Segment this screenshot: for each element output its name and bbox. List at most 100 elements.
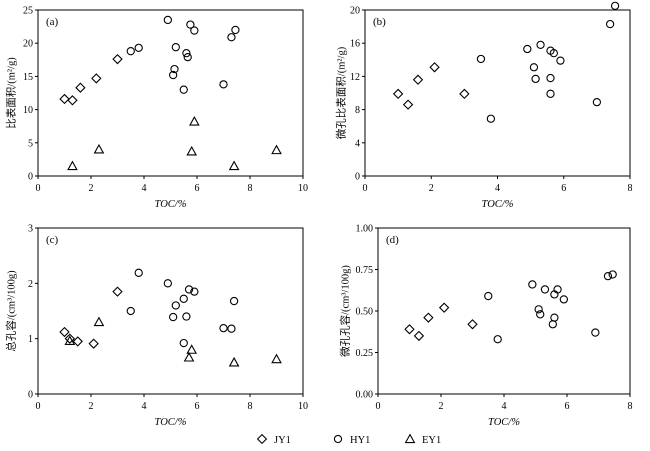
y-axis-label: 比表面积/(m²/g)	[4, 57, 17, 129]
point-jy1	[72, 336, 83, 347]
point-hy1	[182, 312, 191, 321]
point-jy1	[423, 312, 434, 323]
point-ey1	[64, 335, 76, 345]
point-ey1	[271, 144, 282, 155]
y-tick-label: 2	[28, 279, 33, 290]
point-hy1	[229, 296, 239, 306]
series-hy1	[476, 1, 620, 123]
legend-item-hy1: HY1	[333, 434, 370, 446]
x-tick-label: 0	[36, 401, 41, 412]
x-tick-label: 8	[248, 183, 253, 194]
legend: JY1 HY1 EY1	[256, 433, 441, 446]
legend-diamond-marker	[256, 433, 268, 445]
series-jy1	[59, 286, 123, 349]
y-tick-label: 0.50	[356, 307, 374, 318]
point-hy1	[608, 270, 617, 279]
plot-frame	[377, 227, 631, 395]
y-tick-label: 15	[23, 72, 33, 83]
point-ey1	[183, 351, 195, 362]
point-jy1	[404, 324, 415, 335]
point-jy1	[88, 338, 99, 349]
point-hy1	[610, 1, 620, 10]
point-hy1	[179, 294, 188, 303]
point-jy1	[67, 95, 78, 106]
point-ey1	[186, 145, 198, 156]
point-hy1	[163, 15, 172, 25]
series-jy1	[59, 53, 123, 106]
panel-label: (a)	[46, 16, 59, 28]
point-hy1	[134, 268, 143, 277]
y-tick-label: 5	[28, 138, 33, 149]
x-tick-label: 4	[142, 183, 147, 194]
y-tick-label: 12	[350, 72, 360, 83]
point-hy1	[186, 20, 195, 29]
series-hy1	[126, 268, 239, 348]
plot-frame	[364, 9, 631, 177]
x-tick-label: 6	[195, 401, 200, 412]
x-axis-label: TOC/%	[155, 199, 187, 210]
legend-label: EY1	[422, 435, 441, 446]
y-tick-label: 20	[350, 6, 360, 17]
point-hy1	[484, 291, 493, 301]
point-hy1	[476, 54, 486, 64]
point-hy1	[168, 70, 178, 80]
point-hy1	[219, 80, 228, 89]
y-tick-label: 1	[28, 334, 33, 345]
y-tick-label: 0.75	[356, 265, 374, 276]
series-ey1	[64, 316, 282, 367]
point-hy1	[591, 328, 600, 337]
legend-circle-marker	[333, 434, 343, 444]
y-tick-label: 1.00	[356, 224, 374, 235]
y-tick-label: 0.25	[356, 348, 374, 359]
point-ey1	[189, 116, 200, 126]
x-tick-label: 10	[298, 401, 308, 412]
point-hy1	[182, 49, 191, 58]
plot-frame	[37, 227, 304, 395]
point-hy1	[168, 312, 178, 322]
point-jy1	[59, 326, 70, 338]
point-hy1	[546, 89, 555, 98]
y-tick-label: 20	[23, 39, 33, 50]
point-hy1	[529, 63, 539, 72]
point-hy1	[540, 285, 550, 294]
point-hy1	[134, 43, 143, 52]
point-hy1	[559, 295, 568, 304]
point-hy1	[486, 114, 496, 123]
point-hy1	[179, 338, 188, 348]
point-hy1	[592, 97, 602, 107]
y-tick-label: 3	[28, 224, 33, 235]
x-tick-label: 6	[561, 183, 566, 194]
point-ey1	[228, 160, 240, 171]
point-jy1	[392, 88, 404, 100]
point-hy1	[179, 85, 188, 94]
point-ey1	[228, 356, 240, 367]
y-tick-label: 0.00	[356, 390, 374, 401]
point-hy1	[556, 56, 565, 65]
point-hy1	[231, 25, 240, 35]
point-jy1	[459, 88, 470, 100]
legend-triangle-marker	[404, 433, 416, 444]
legend-item-ey1: EY1	[404, 433, 441, 446]
series-jy1	[404, 302, 478, 342]
point-hy1	[548, 320, 557, 329]
plot-frame	[37, 9, 304, 177]
x-tick-label: 4	[502, 401, 507, 412]
x-tick-label: 2	[89, 401, 94, 412]
point-hy1	[550, 313, 559, 322]
point-jy1	[402, 99, 414, 110]
point-ey1	[186, 344, 198, 354]
x-tick-label: 8	[248, 401, 253, 412]
point-hy1	[536, 40, 545, 50]
x-tick-label: 2	[439, 401, 444, 412]
x-tick-label: 0	[36, 183, 41, 194]
x-tick-label: 0	[376, 401, 381, 412]
panel-b: 0 2 4 6 8 0 4 8 12 16 20 (b) TOC/% 微孔比表面积/(m²/g)	[334, 1, 633, 210]
y-tick-label: 4	[355, 138, 360, 149]
x-tick-label: 6	[565, 401, 570, 412]
point-hy1	[523, 44, 532, 54]
legend-item-jy1: JY1	[256, 433, 291, 446]
point-hy1	[170, 64, 179, 74]
point-jy1	[112, 286, 123, 297]
series-hy1	[126, 15, 240, 94]
